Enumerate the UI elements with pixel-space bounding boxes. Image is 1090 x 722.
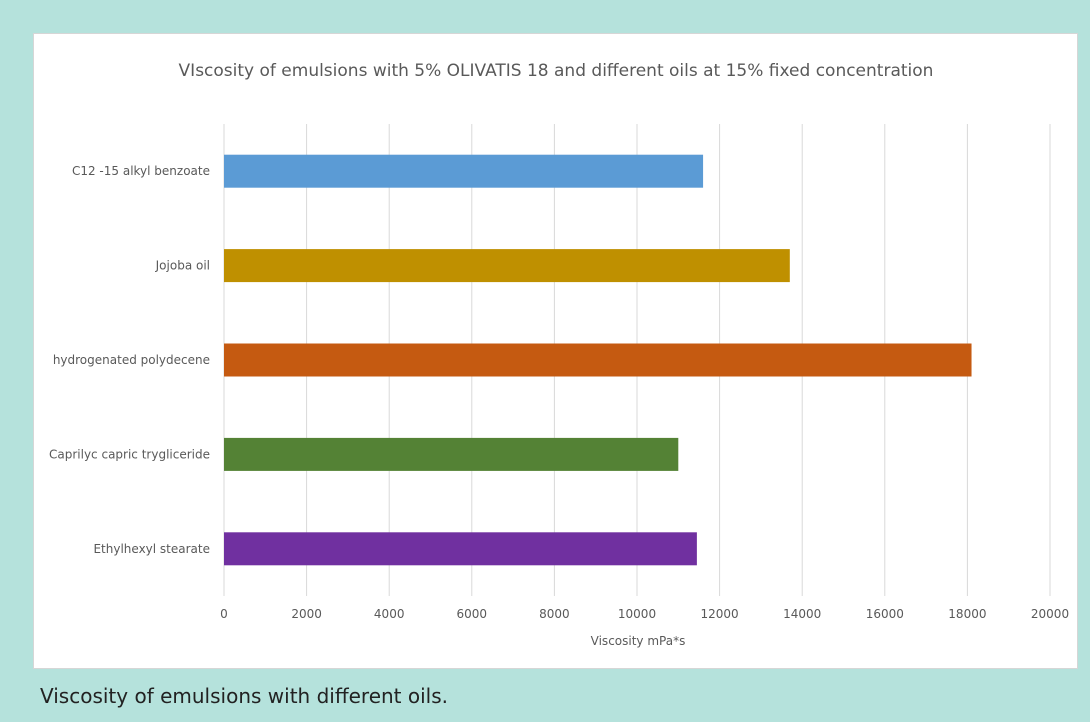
bar [224,532,697,566]
x-tick-label: 12000 [701,607,739,621]
x-tick-label: 14000 [783,607,821,621]
bars [224,154,972,566]
category-label: Ethylhexyl stearate [93,542,210,556]
bar [224,343,972,377]
x-tick-label: 10000 [618,607,656,621]
category-label: Caprilyc capric trygliceride [49,447,210,461]
bar-chart: VIscosity of emulsions with 5% OLIVATIS … [49,61,1069,648]
category-labels: C12 -15 alkyl benzoate Jojoba oil hydrogen… [49,164,210,556]
chart-panel: VIscosity of emulsions with 5% OLIVATIS … [33,33,1078,669]
x-tick-labels: 0 2000 4000 6000 8000 10000 12000 14000 16000 180… [220,607,1069,621]
category-label: C12 -15 alkyl benzoate [72,164,210,178]
bar [224,154,704,188]
x-tick-label: 6000 [457,607,488,621]
x-tick-label: 16000 [866,607,904,621]
x-tick-label: 18000 [948,607,986,621]
category-label: Jojoba oil [155,259,210,273]
figure-caption: Viscosity of emulsions with different oi… [40,684,448,708]
x-tick-label: 2000 [291,607,322,621]
category-label: hydrogenated polydecene [53,353,210,367]
x-tick-label: 0 [220,607,228,621]
chart-title: VIscosity of emulsions with 5% OLIVATIS … [179,61,934,81]
bar [224,249,790,283]
x-tick-label: 20000 [1031,607,1069,621]
x-tick-label: 4000 [374,607,405,621]
bar [224,437,679,471]
x-axis-label: Viscosity mPa*s [591,634,686,648]
x-tick-label: 8000 [539,607,570,621]
